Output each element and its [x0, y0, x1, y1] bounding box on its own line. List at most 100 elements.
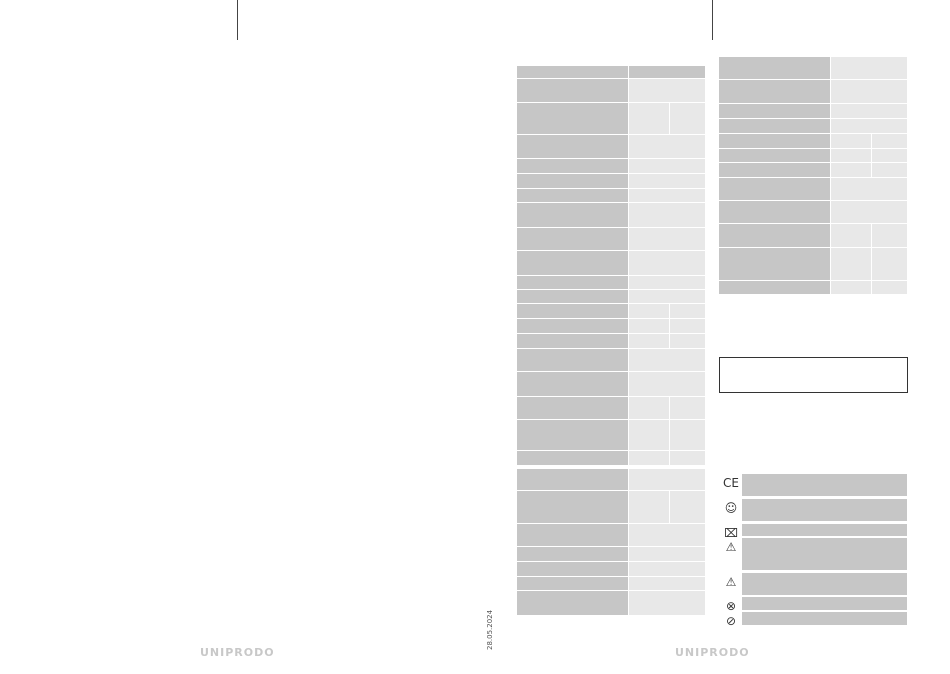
table-label-cell [517, 451, 628, 465]
table-value-cell [831, 224, 871, 247]
table-value-cell [629, 491, 669, 523]
table-value-cell [670, 397, 705, 419]
table-value-cell [872, 224, 907, 247]
date-stamp: 28.05.2024 [486, 609, 494, 650]
table-value-cell [670, 103, 705, 134]
table-value-cell [831, 134, 871, 148]
table-label-cell [719, 178, 830, 200]
table-value-cell [629, 290, 705, 303]
table-value-cell [831, 80, 907, 103]
table-label-cell [719, 104, 830, 118]
table-label-cell [517, 372, 628, 396]
symbol-description-cell [742, 597, 907, 610]
table-value-cell [831, 149, 871, 162]
table-label-cell [517, 334, 628, 348]
table-label-cell [517, 203, 628, 227]
table-value-cell [831, 201, 907, 223]
table-value-cell [629, 577, 705, 590]
table-label-cell [517, 420, 628, 450]
table-value-cell [831, 178, 907, 200]
symbol-description-cell [742, 474, 907, 496]
table-value-cell [831, 163, 871, 177]
symbol-description-cell [742, 612, 907, 625]
table-label-cell [517, 349, 628, 371]
table-value-cell [629, 349, 705, 371]
table-label-cell [517, 577, 628, 590]
table-label-cell [517, 304, 628, 318]
table-value-cell [629, 135, 705, 158]
table-value-cell [670, 319, 705, 333]
table-value-cell [629, 397, 669, 419]
crop-mark [237, 0, 238, 40]
warning-icon: ⚠ [725, 540, 737, 554]
crop-mark [712, 0, 713, 40]
table-label-cell [517, 547, 628, 561]
table-label-cell [719, 281, 830, 294]
empty-note-box [719, 357, 908, 393]
table-label-cell [517, 276, 628, 289]
table-value-cell [670, 304, 705, 318]
table-label-cell [517, 174, 628, 188]
ce-mark-icon: CE [723, 476, 739, 490]
table-value-cell [629, 334, 669, 348]
table-value-cell [872, 281, 907, 294]
table-label-cell [517, 189, 628, 202]
table-value-cell [629, 276, 705, 289]
table-value-cell [831, 281, 871, 294]
table-value-cell [629, 420, 669, 450]
table-label-cell [719, 80, 830, 103]
electric-warning-icon: ⚠ [725, 575, 737, 589]
table-value-cell [629, 372, 705, 396]
table-value-cell [831, 104, 907, 118]
table-value-cell [629, 228, 705, 250]
table-value-cell [670, 451, 705, 465]
table-label-cell [517, 103, 628, 134]
table-label-cell [517, 159, 628, 173]
table-label-cell [517, 491, 628, 523]
table-value-cell [629, 159, 705, 173]
symbol-description-cell [742, 538, 907, 570]
table-label-cell [517, 79, 628, 102]
table-label-cell [719, 248, 830, 280]
table-value-cell [872, 134, 907, 148]
table-value-cell [872, 248, 907, 280]
table-label-cell [719, 119, 830, 133]
read-manual-icon: ☺ [724, 501, 738, 515]
table-value-cell [831, 119, 907, 133]
symbol-description-cell [742, 524, 907, 536]
table-label-cell [719, 224, 830, 247]
no-touch-icon: ⊘ [725, 614, 737, 628]
uniprodo-logo: UNIPRODO [675, 646, 750, 659]
table-label-cell [719, 134, 830, 148]
table-value-cell [670, 334, 705, 348]
table-value-cell [872, 149, 907, 162]
table-value-cell [629, 66, 705, 78]
table-value-cell [629, 189, 705, 202]
table-label-cell [719, 201, 830, 223]
table-value-cell [629, 103, 669, 134]
table-value-cell [629, 304, 669, 318]
table-label-cell [719, 163, 830, 177]
table-label-cell [517, 135, 628, 158]
table-label-cell [517, 562, 628, 576]
table-label-cell [517, 66, 628, 78]
table-value-cell [629, 251, 705, 275]
no-water-icon: ⊗ [725, 599, 737, 613]
table-value-cell [670, 420, 705, 450]
table-value-cell [629, 319, 669, 333]
table-value-cell [831, 57, 907, 79]
table-label-cell [517, 228, 628, 250]
table-value-cell [629, 79, 705, 102]
table-label-cell [517, 469, 628, 490]
table-value-cell [629, 174, 705, 188]
table-value-cell [629, 469, 705, 490]
table-value-cell [629, 451, 669, 465]
table-label-cell [517, 397, 628, 419]
symbol-description-cell [742, 499, 907, 521]
table-value-cell [629, 547, 705, 561]
table-label-cell [517, 251, 628, 275]
table-label-cell [517, 524, 628, 546]
table-value-cell [629, 591, 705, 615]
table-value-cell [629, 562, 705, 576]
